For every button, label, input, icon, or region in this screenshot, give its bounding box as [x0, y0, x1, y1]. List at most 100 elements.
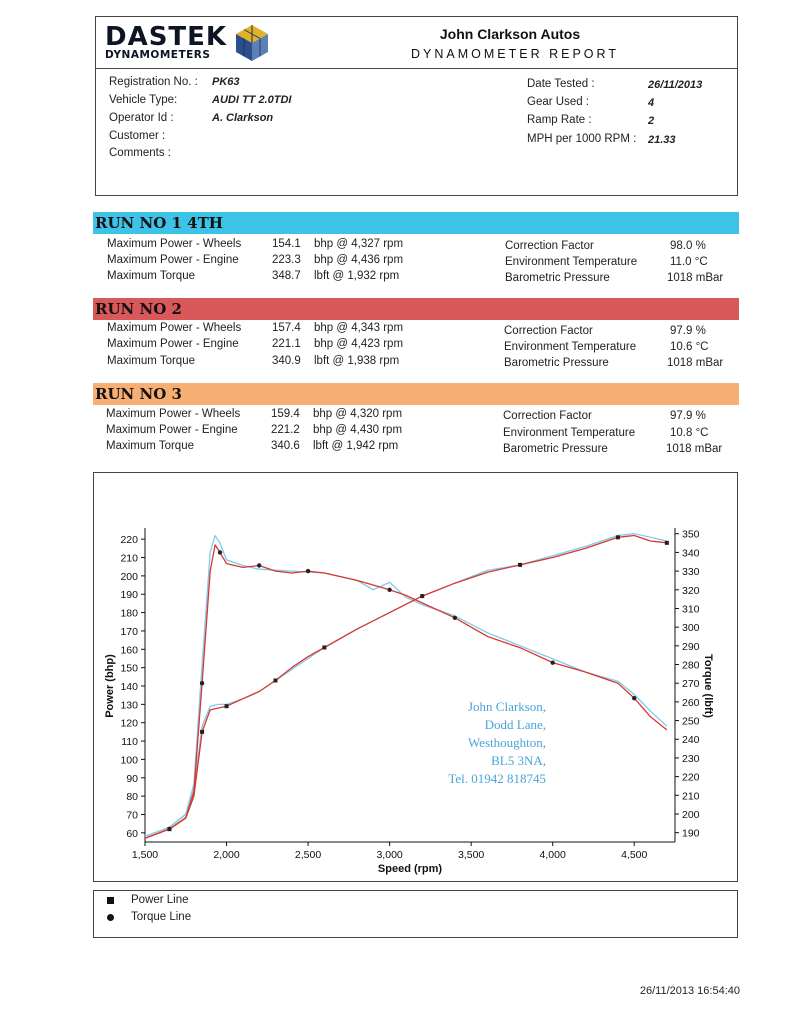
- footer-timestamp: 26/11/2013 16:54:40: [639, 985, 740, 997]
- dyno-chart: 1,500 2,000 2,500 3,000 3,500 4,000 4,500 60 70 8…: [104, 528, 714, 875]
- run-2-value-1: 157.4: [272, 322, 301, 334]
- power-line-point-marker: [200, 729, 205, 734]
- registration-label: Registration No. :: [109, 76, 198, 88]
- run-2-label-2: Maximum Power - Engine: [107, 338, 239, 350]
- legend-power-line: Power Line: [131, 894, 189, 906]
- torque-run-1-series-line: [144, 534, 668, 838]
- run-3-env-label-1: Correction Factor: [503, 410, 592, 422]
- address-line: Westhoughton,: [468, 735, 546, 750]
- cube-logo-icon: [236, 25, 268, 61]
- run-3-env-label-2: Environment Temperature: [503, 427, 636, 439]
- torque-line-point-marker: [452, 615, 458, 621]
- y-tick-label: 120: [120, 718, 138, 730]
- y-tick-label: 150: [120, 663, 138, 675]
- run-3-env-value-1: 97.9 %: [670, 410, 706, 422]
- y2-tick-label: 230: [682, 753, 700, 765]
- run-2-env-value-2: 10.6 °C: [670, 341, 709, 353]
- x-tick-label: 1,500: [132, 849, 158, 861]
- y-axis-title: Power (bhp): [104, 654, 116, 718]
- run-2-value-2: 221.1: [272, 338, 301, 350]
- y-tick-label: 200: [120, 571, 138, 583]
- gear-used-value: 4: [648, 97, 655, 109]
- run-3-unit-1: bhp @ 4,320 rpm: [313, 408, 403, 420]
- run-2-label-3: Maximum Torque: [107, 355, 195, 367]
- run-1-env-label-2: Environment Temperature: [505, 256, 638, 268]
- run-3-label-2: Maximum Power - Engine: [106, 424, 238, 436]
- power-line-point-marker: [615, 535, 620, 540]
- address-line: Dodd Lane,: [485, 717, 546, 732]
- dastek-logo: DASTEK DYNAMOMETERS: [105, 24, 227, 61]
- run-2-unit-1: bhp @ 4,343 rpm: [314, 322, 404, 334]
- y2-tick-label: 310: [682, 603, 700, 615]
- run-3-unit-2: bhp @ 4,430 rpm: [313, 424, 403, 436]
- run-1-env-value-3: 1018 mBar: [667, 272, 724, 284]
- run-1-title: RUN NO 1 4TH: [95, 214, 223, 232]
- report-title: DYNAMOMETER REPORT: [411, 47, 619, 61]
- run-2-env-label-2: Environment Temperature: [504, 341, 637, 353]
- y2-tick-label: 260: [682, 697, 700, 709]
- y2-tick-label: 270: [682, 678, 700, 690]
- run-2-value-3: 340.9: [272, 355, 301, 367]
- torque-line-point-marker: [256, 563, 262, 568]
- run-2-label-1: Maximum Power - Wheels: [107, 322, 242, 334]
- y-tick-label: 190: [120, 589, 138, 601]
- run-3-label-3: Maximum Torque: [106, 440, 194, 452]
- mph-per-1000-value: 21.33: [648, 134, 676, 146]
- date-tested-label: Date Tested :: [527, 78, 595, 90]
- run-1-env-label-1: Correction Factor: [505, 240, 594, 252]
- operator-value: A. Clarkson: [212, 112, 274, 124]
- run-3-label-1: Maximum Power - Wheels: [106, 408, 241, 420]
- vehicle-type-value: AUDI TT 2.0TDI: [212, 94, 292, 106]
- torque-line-point-marker: [217, 550, 223, 555]
- x-tick-label: 3,000: [376, 849, 402, 861]
- run-3-value-2: 221.2: [271, 424, 300, 436]
- run-3-env-value-2: 10.8 °C: [670, 427, 709, 439]
- y2-tick-label: 330: [682, 566, 700, 578]
- y2-tick-label: 210: [682, 790, 700, 802]
- y-tick-label: 110: [121, 736, 138, 748]
- y-tick-label: 160: [120, 644, 138, 656]
- run-3-band: RUN NO 3: [93, 383, 739, 405]
- run-1-label-1: Maximum Power - Wheels: [107, 238, 242, 250]
- run-3-value-3: 340.6: [271, 440, 300, 452]
- run-2-band: RUN NO 2: [93, 298, 739, 320]
- run-3-title: RUN NO 3: [95, 385, 182, 403]
- address-stamp: John Clarkson, Dodd Lane, Westhoughton, BL5…: [448, 699, 546, 786]
- y-tick-label: 100: [120, 754, 138, 766]
- logo-sub-text: DYNAMOMETERS: [105, 49, 211, 61]
- run-2-unit-2: bhp @ 4,423 rpm: [314, 338, 404, 350]
- y-tick-label: 220: [120, 534, 138, 546]
- y-tick-label: 90: [126, 773, 138, 785]
- y2-tick-label: 300: [682, 622, 700, 634]
- torque-line-point-marker: [387, 587, 392, 592]
- run-1-band: RUN NO 1 4TH: [93, 212, 739, 234]
- registration-value: PK63: [212, 76, 240, 88]
- y-tick-label: 70: [126, 809, 138, 821]
- gear-used-label: Gear Used :: [527, 96, 589, 108]
- y-tick-label: 140: [120, 681, 138, 693]
- y-tick-label: 210: [120, 553, 138, 565]
- run-1-value-2: 223.3: [272, 254, 301, 266]
- legend-torque-line: Torque Line: [131, 911, 192, 923]
- run-3-env-label-3: Barometric Pressure: [503, 443, 608, 455]
- date-tested-value: 26/11/2013: [648, 79, 703, 91]
- power-line-point-marker: [664, 540, 669, 545]
- logo-main-text: DASTEK: [105, 22, 228, 52]
- y2-axis-title: Torque (lbft): [702, 654, 714, 718]
- torque-line-point-marker: [305, 568, 311, 574]
- run-3-value-1: 159.4: [271, 408, 300, 420]
- run-1-unit-3: lbft @ 1,932 rpm: [314, 270, 400, 282]
- power-line-marker-icon: [107, 897, 114, 904]
- run-1-value-3: 348.7: [272, 270, 301, 282]
- y-tick-label: 180: [120, 608, 138, 620]
- legend-box: [93, 890, 738, 938]
- comments-label: Comments :: [109, 147, 171, 159]
- y2-tick-label: 320: [682, 585, 700, 597]
- torque-line-marker-icon: [107, 914, 114, 921]
- run-1-env-value-1: 98.0 %: [670, 240, 706, 252]
- x-axis-title: Speed (rpm): [378, 863, 443, 875]
- y2-tick-label: 280: [682, 660, 700, 672]
- address-line: John Clarkson,: [468, 699, 546, 714]
- torque-line-point-marker: [550, 660, 555, 665]
- run-1-unit-2: bhp @ 4,436 rpm: [314, 254, 404, 266]
